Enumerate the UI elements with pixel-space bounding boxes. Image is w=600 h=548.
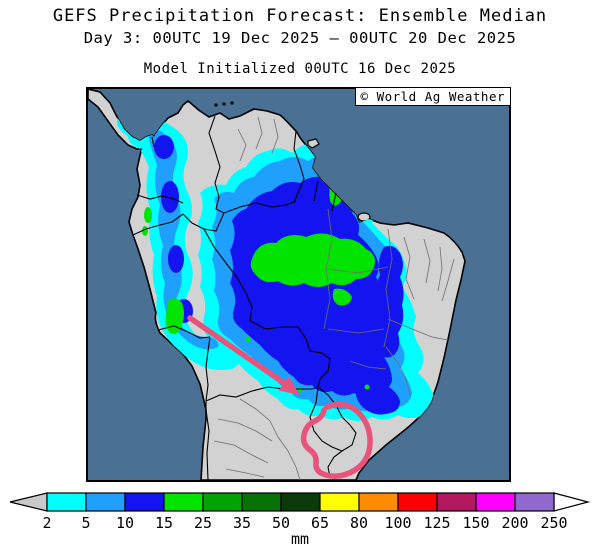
colorbar-segment: [319, 492, 360, 512]
colorbar-below-min-wedge: [9, 492, 48, 512]
annotation-arrow-head: [278, 376, 300, 395]
colorbar-segment: [397, 492, 438, 512]
state-borders: [213, 116, 455, 480]
colorbar-segment: [85, 492, 126, 512]
caribbean-island-dot: [222, 102, 226, 106]
colorbar-segment: [241, 492, 282, 512]
model-init-line: Model Initialized 00UTC 16 Dec 2025: [143, 61, 457, 77]
colorbar-segment: [280, 492, 321, 512]
colorbar-tick-label: 100: [384, 514, 411, 532]
colorbar-tick-label: 65: [311, 514, 329, 532]
annotation-arrow-shaft: [187, 315, 287, 386]
colorbar-tick-label: 5: [81, 514, 90, 532]
caribbean-island-dot: [230, 101, 234, 105]
colorbar-tick-label: 200: [501, 514, 528, 532]
south-america-map: [88, 89, 509, 480]
colorbar-segment: [202, 492, 243, 512]
colorbar-tick-label: 2: [42, 514, 51, 532]
caribbean-island-dot: [214, 103, 218, 107]
colorbar-tick-label: 150: [462, 514, 489, 532]
colorbar-units-label: mm: [291, 530, 309, 548]
colorbar-segment: [46, 492, 87, 512]
precip-10-15mm-layer: [154, 135, 404, 415]
precip-15-25mm-layer: [142, 173, 375, 393]
colorbar-tick-label: 80: [350, 514, 368, 532]
colorbar-segment: [475, 492, 516, 512]
colorbar-tick-label: 10: [116, 514, 134, 532]
map-canvas: © World Ag Weather: [86, 87, 511, 482]
colorbar-above-max-wedge: [553, 492, 591, 512]
colorbar-segment: [436, 492, 477, 512]
colorbar-segment: [514, 492, 555, 512]
colorbar-segment: [124, 492, 165, 512]
credit-badge: © World Ag Weather: [354, 87, 511, 106]
analyst-annotations: [187, 315, 373, 479]
colorbar-tick-label: 250: [540, 514, 567, 532]
trinidad-island: [307, 138, 320, 149]
precipitation-layers: [117, 113, 435, 421]
colorbar-tick-label: 35: [233, 514, 251, 532]
colorbar-tick-label: 125: [423, 514, 450, 532]
colorbar-tick-label: 15: [155, 514, 173, 532]
page-title: GEFS Precipitation Forecast: Ensemble Me…: [52, 6, 548, 26]
colorbar-tick-label: 50: [272, 514, 290, 532]
annotation-loop: [300, 401, 373, 479]
colorbar-tick-label: 25: [194, 514, 212, 532]
colorbar-segment: [358, 492, 399, 512]
forecast-period: Day 3: 00UTC 19 Dec 2025 — 00UTC 20 Dec …: [83, 29, 517, 47]
colorbar-segment: [163, 492, 204, 512]
country-borders: [132, 115, 357, 480]
